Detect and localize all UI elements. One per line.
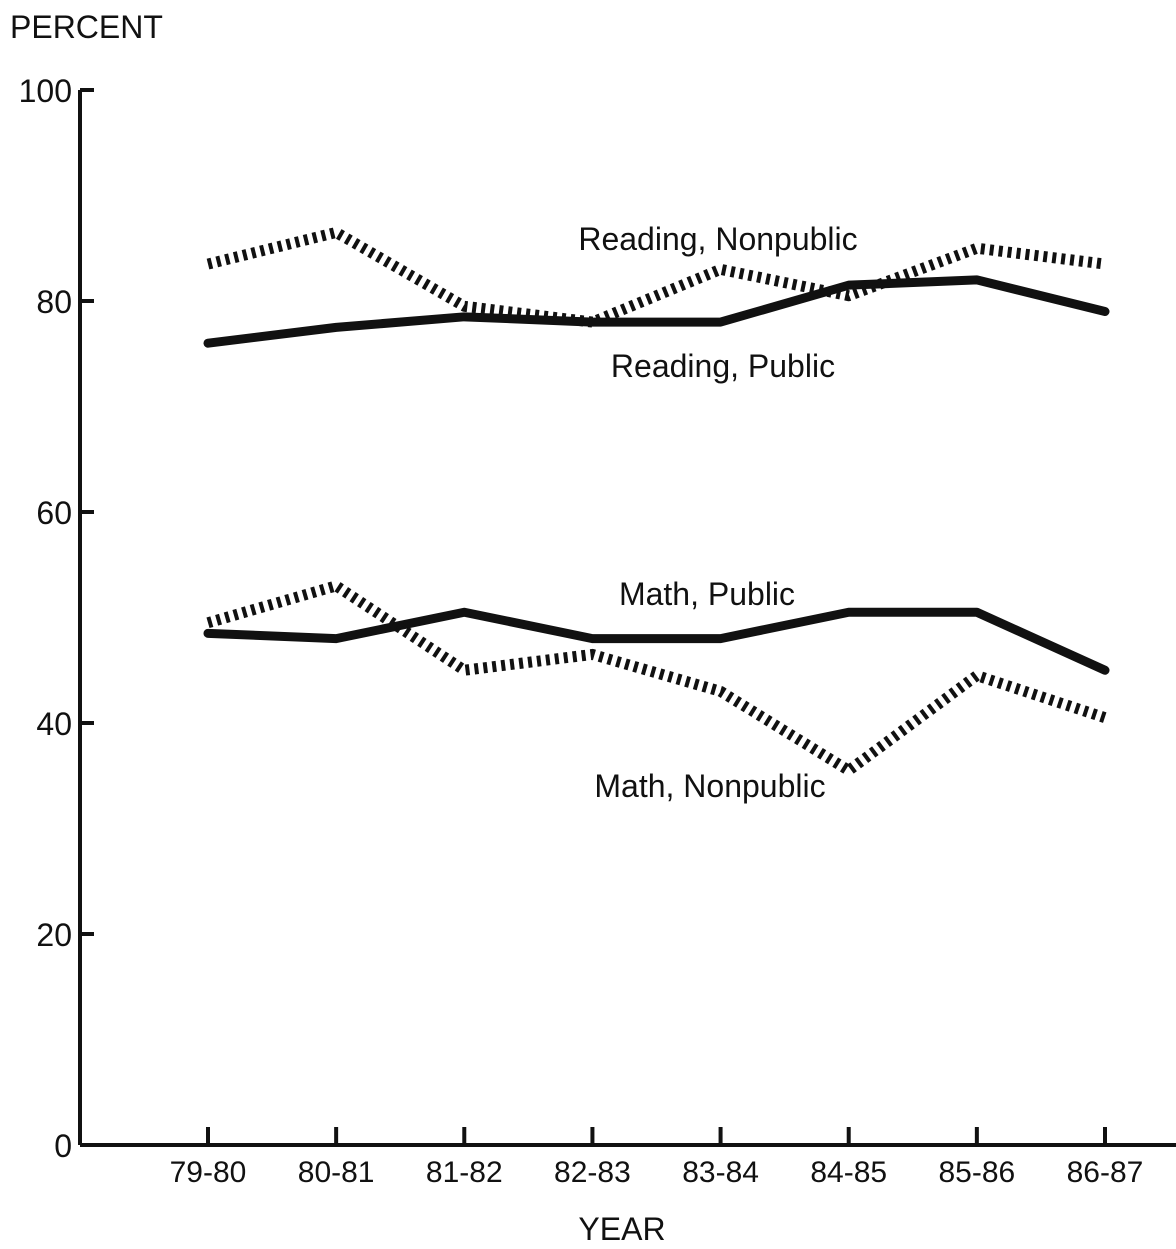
x-tick-label: 85-86 xyxy=(938,1156,1015,1189)
series-label: Math, Public xyxy=(619,576,795,612)
y-tick-label: 40 xyxy=(36,706,72,742)
series-line-reading-public xyxy=(203,275,1110,348)
x-tick-label: 86-87 xyxy=(1067,1156,1144,1189)
series-label: Reading, Nonpublic xyxy=(578,221,857,257)
series-label: Reading, Public xyxy=(611,348,835,384)
series-line-reading-nonpublic xyxy=(206,226,1106,328)
x-tick-label: 84-85 xyxy=(810,1156,887,1189)
series-line-math-public xyxy=(203,607,1110,675)
y-tick-label: 0 xyxy=(54,1128,72,1164)
x-tick-label: 81-82 xyxy=(426,1156,503,1189)
x-tick-label: 80-81 xyxy=(298,1156,375,1189)
x-tick-label: 82-83 xyxy=(554,1156,631,1189)
y-tick-label: 60 xyxy=(36,495,72,531)
series-label: Math, Nonpublic xyxy=(594,768,825,804)
x-axis-title: YEAR xyxy=(578,1211,665,1247)
y-axis-title: PERCENT xyxy=(10,9,163,45)
y-tick-label: 100 xyxy=(19,73,72,109)
x-tick-label: 79-80 xyxy=(170,1156,247,1189)
y-tick-label: 80 xyxy=(36,284,72,320)
y-tick-label: 20 xyxy=(36,917,72,953)
x-tick-label: 83-84 xyxy=(682,1156,759,1189)
